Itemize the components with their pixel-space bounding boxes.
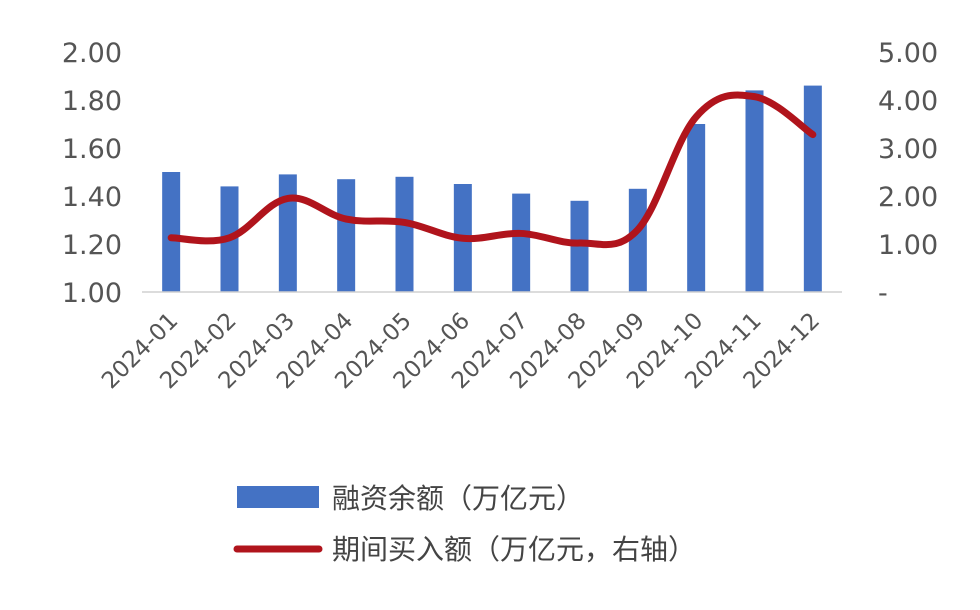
bar bbox=[278, 174, 297, 292]
line-series bbox=[167, 91, 817, 249]
legend-bar-swatch bbox=[237, 486, 319, 508]
right-tick-label: 5.00 bbox=[878, 38, 938, 69]
left-tick-label: 2.00 bbox=[62, 38, 122, 69]
bar bbox=[803, 85, 822, 292]
x-axis-ticks: 2024-012024-022024-032024-042024-052024-… bbox=[97, 308, 825, 394]
line-path bbox=[167, 91, 817, 249]
right-tick-label: 1.00 bbox=[878, 230, 938, 261]
bar bbox=[162, 172, 181, 292]
right-tick-label: 4.00 bbox=[878, 86, 938, 117]
left-tick-label: 1.00 bbox=[62, 278, 122, 309]
left-tick-label: 1.80 bbox=[62, 86, 122, 117]
legend: 融资余额（万亿元） 期间买入额（万亿元，右轴） bbox=[233, 482, 696, 566]
bar bbox=[512, 193, 531, 292]
right-tick-label: 2.00 bbox=[878, 182, 938, 213]
left-axis-ticks: 1.00 1.20 1.40 1.60 1.80 2.00 bbox=[62, 38, 122, 309]
left-tick-label: 1.20 bbox=[62, 230, 122, 261]
bar-series bbox=[162, 85, 822, 293]
right-tick-label: 3.00 bbox=[878, 134, 938, 165]
legend-bar-label: 融资余额（万亿元） bbox=[332, 482, 584, 515]
bar bbox=[395, 176, 414, 292]
left-tick-label: 1.40 bbox=[62, 182, 122, 213]
right-tick-label: - bbox=[878, 278, 888, 309]
right-axis-ticks: - 1.00 2.00 3.00 4.00 5.00 bbox=[878, 38, 938, 309]
legend-line-label: 期间买入额（万亿元，右轴） bbox=[332, 533, 696, 566]
bar bbox=[628, 188, 647, 292]
bar bbox=[337, 179, 356, 292]
bar bbox=[745, 90, 764, 293]
left-tick-label: 1.60 bbox=[62, 134, 122, 165]
bar bbox=[687, 124, 706, 292]
